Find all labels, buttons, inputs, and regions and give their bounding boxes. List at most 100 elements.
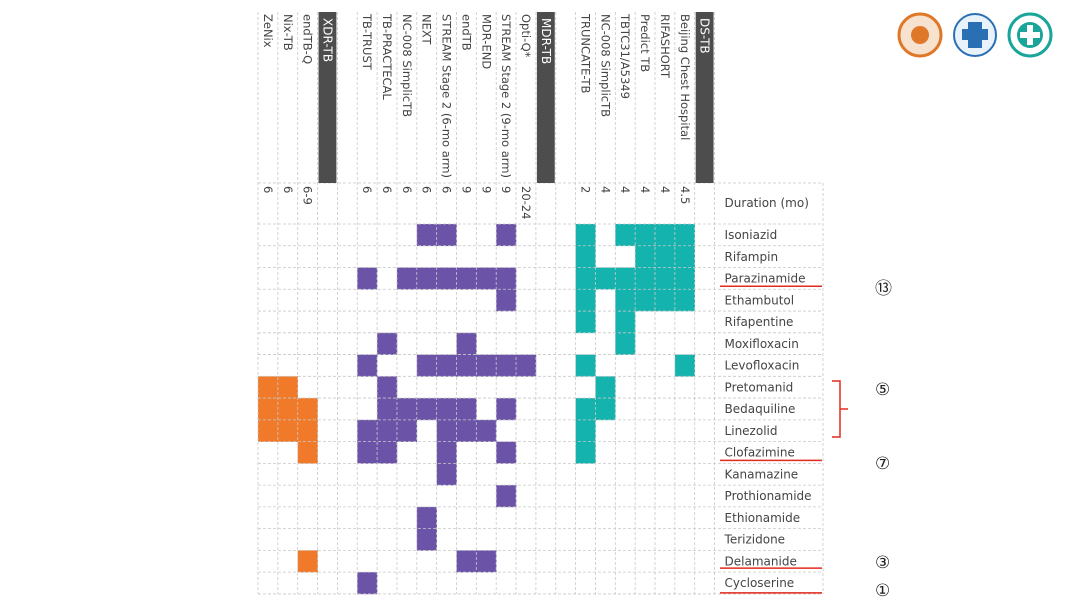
- filled-cell: [635, 224, 656, 247]
- trial-name: NEXT: [420, 14, 434, 46]
- drug-name: Ethionamide: [725, 511, 801, 525]
- duration: 2: [579, 186, 593, 193]
- annotation-bracket: [832, 380, 848, 438]
- drug-name: Moxifloxacin: [725, 337, 799, 351]
- duration: 4: [638, 186, 652, 193]
- trial-name: TRUNCATE-TB: [579, 13, 593, 93]
- filled-cell: [277, 398, 298, 421]
- filled-cell: [456, 267, 477, 290]
- filled-cell: [476, 267, 497, 290]
- filled-cell: [436, 441, 457, 464]
- filled-cell: [416, 224, 437, 247]
- duration: 4: [658, 186, 672, 193]
- trial-name: TBTC31/A5349: [618, 13, 632, 99]
- trial-name: endTB-Q: [301, 14, 315, 64]
- filled-cell: [674, 245, 695, 268]
- duration: 6: [360, 186, 374, 193]
- filled-cell: [615, 332, 636, 355]
- filled-cell: [357, 354, 378, 377]
- filled-cell: [436, 224, 457, 247]
- trial-name: STREAM Stage 2 (9-mo arm): [499, 14, 513, 178]
- filled-cell: [635, 289, 656, 312]
- annotation: ⑬: [875, 279, 892, 299]
- filled-cell: [496, 485, 517, 508]
- drug-name: Cycloserine: [725, 576, 795, 590]
- annotation: ①: [875, 581, 890, 601]
- filled-cell: [575, 267, 596, 290]
- filled-cell: [496, 224, 517, 247]
- trial-name: Opti-Q*: [519, 14, 533, 58]
- filled-cell: [674, 224, 695, 247]
- trial-name: MDR-END: [479, 14, 493, 69]
- filled-cell: [575, 311, 596, 334]
- filled-cell: [476, 354, 497, 377]
- filled-cell: [476, 550, 497, 573]
- drug-name: Parazinamide: [725, 272, 806, 286]
- filled-cell: [377, 419, 398, 442]
- drug-name: Prothionamide: [725, 489, 812, 503]
- duration: 6-9: [301, 186, 315, 205]
- filled-cell: [615, 267, 636, 290]
- filled-cell: [297, 419, 318, 442]
- drug-name: Rifampin: [725, 250, 779, 264]
- filled-cell: [396, 398, 418, 421]
- duration: 6: [380, 186, 394, 193]
- trial-name: Predict TB: [638, 14, 652, 72]
- duration-header: Duration (mo): [725, 196, 809, 210]
- filled-cell: [496, 289, 517, 312]
- filled-cell: [575, 224, 596, 247]
- filled-cell: [377, 332, 398, 355]
- drug-name: Terizidone: [724, 533, 786, 547]
- annotation: ⑤: [875, 380, 890, 400]
- filled-cell: [575, 441, 596, 464]
- filled-cell: [297, 441, 318, 464]
- filled-cell: [635, 245, 656, 268]
- trial-name: endTB: [459, 14, 473, 51]
- filled-cell: [258, 376, 279, 399]
- filled-cell: [416, 354, 437, 377]
- filled-cell: [575, 289, 596, 312]
- logos: [897, 12, 1053, 58]
- filled-cell: [357, 572, 378, 595]
- drug-name: Levofloxacin: [725, 359, 800, 373]
- filled-cell: [436, 419, 457, 442]
- filled-cell: [496, 267, 517, 290]
- filled-cell: [277, 376, 298, 399]
- filled-cell: [615, 224, 636, 247]
- filled-cell: [595, 398, 616, 421]
- annotation: ③: [875, 553, 890, 573]
- trial-name: STREAM Stage 2 (6-mo arm): [440, 14, 454, 178]
- filled-cell: [357, 267, 378, 290]
- trial-name: NC-008 SimplicTB: [598, 14, 612, 117]
- filled-cell: [396, 419, 418, 442]
- trial-name: TB-PRACTECAL: [380, 13, 394, 100]
- filled-cell: [416, 398, 437, 421]
- group-header: DS-TB: [698, 18, 712, 54]
- trial-name: TB-TRUST: [360, 13, 374, 71]
- filled-cell: [476, 419, 497, 442]
- duration: 20-24: [519, 186, 533, 219]
- duration: 6: [281, 186, 295, 193]
- drug-name: Linezolid: [725, 424, 778, 438]
- drug-name: Isoniazid: [725, 228, 778, 242]
- filled-cell: [575, 419, 596, 442]
- filled-cell: [575, 245, 596, 268]
- filled-cell: [456, 354, 477, 377]
- filled-cell: [615, 311, 636, 334]
- duration: 6: [420, 186, 434, 193]
- filled-cell: [436, 398, 457, 421]
- filled-cell: [575, 398, 596, 421]
- filled-cell: [436, 354, 457, 377]
- trial-name: NC-008 SimplicTB: [400, 14, 414, 117]
- trial-name: RIFASHORT: [658, 14, 672, 79]
- filled-cell: [416, 506, 437, 529]
- trial-name: Beijing Chest Hospital: [678, 14, 692, 140]
- filled-cell: [496, 398, 517, 421]
- filled-cell: [377, 441, 398, 464]
- group-header-box: [536, 12, 555, 183]
- logo: [911, 26, 929, 44]
- duration: 6: [440, 186, 454, 193]
- drug-name: Delamanide: [725, 554, 797, 568]
- group-header: MDR-TB: [539, 18, 553, 64]
